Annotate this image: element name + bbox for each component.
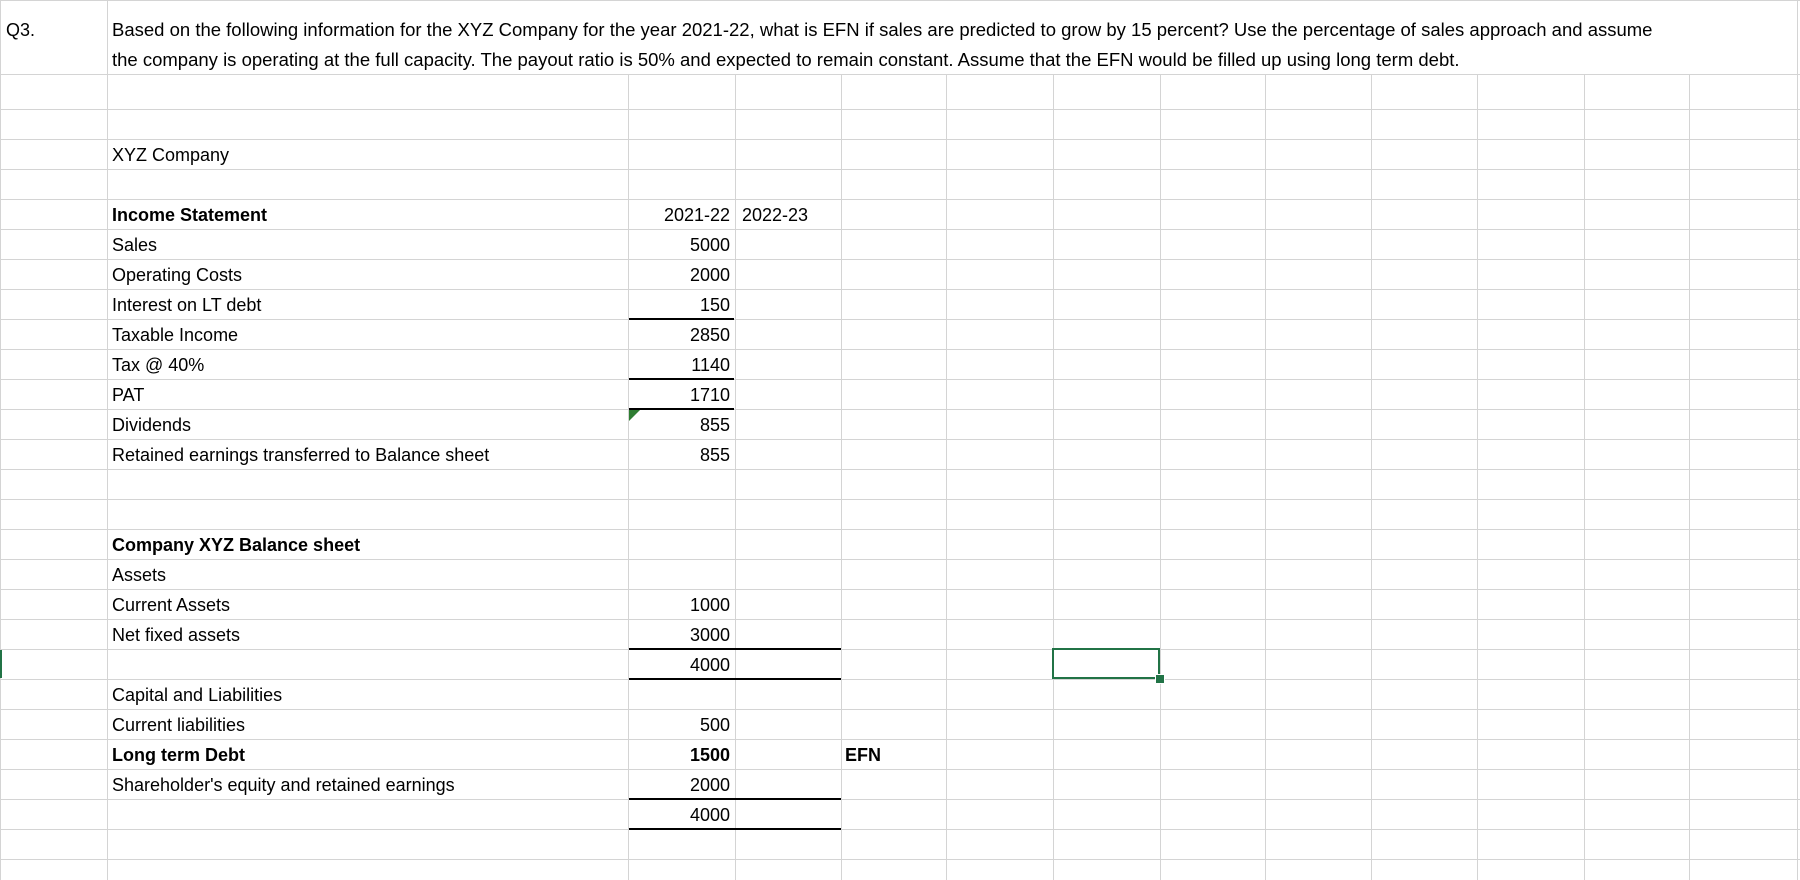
value-dividends: 855	[699, 415, 730, 435]
row-selection-marker	[0, 650, 2, 678]
row-label-equity: Shareholder's equity and retained earnin…	[112, 775, 455, 795]
value-interest: 150	[699, 295, 730, 315]
year-header-2021-22: 2021-22	[663, 205, 730, 225]
capital-liabilities-heading: Capital and Liabilities	[112, 685, 283, 705]
row-label-retained-earnings: Retained earnings transferred to Balance…	[112, 445, 490, 465]
value-current-assets: 1000	[689, 595, 730, 615]
row-label-interest: Interest on LT debt	[112, 295, 262, 315]
fill-handle[interactable]	[1155, 674, 1165, 684]
question-text-line-2: the company is operating at the full cap…	[112, 49, 1460, 70]
value-sales: 5000	[689, 235, 730, 255]
value-operating-costs: 2000	[689, 265, 730, 285]
row-label-operating-costs: Operating Costs	[112, 265, 243, 285]
row-label-dividends: Dividends	[112, 415, 192, 435]
question-number: Q3.	[6, 20, 36, 40]
error-indicator-icon[interactable]	[629, 410, 640, 421]
value-total-assets: 4000	[689, 655, 730, 675]
value-pat: 1710	[689, 385, 730, 405]
row-label-net-fixed-assets: Net fixed assets	[112, 625, 241, 645]
row-label-pat: PAT	[112, 385, 145, 405]
value-taxable-income: 2850	[689, 325, 730, 345]
value-long-term-debt: 1500	[689, 745, 730, 765]
company-name: XYZ Company	[112, 145, 230, 165]
rule-under-total-assets	[629, 678, 841, 680]
income-statement-heading: Income Statement	[112, 205, 268, 225]
value-equity: 2000	[689, 775, 730, 795]
rule-under-interest	[629, 318, 734, 320]
balance-sheet-heading: Company XYZ Balance sheet	[112, 535, 361, 555]
row-label-tax: Tax @ 40%	[112, 355, 205, 375]
rule-under-tax	[629, 378, 734, 380]
question-text-line-1: Based on the following information for t…	[112, 19, 1653, 40]
row-label-long-term-debt: Long term Debt	[112, 745, 245, 765]
rule-under-pat	[629, 408, 734, 410]
row-label-current-liabilities: Current liabilities	[112, 715, 246, 735]
row-label-sales: Sales	[112, 235, 158, 255]
value-retained-earnings: 855	[699, 445, 730, 465]
value-tax: 1140	[691, 355, 730, 375]
value-current-liabilities: 500	[699, 715, 730, 735]
rule-under-equity	[629, 798, 841, 800]
row-label-taxable-income: Taxable Income	[112, 325, 239, 345]
value-net-fixed-assets: 3000	[689, 625, 730, 645]
rule-under-total-cl	[629, 828, 841, 830]
rule-under-fixed-assets	[629, 648, 841, 650]
year-header-2022-23: 2022-23	[742, 205, 809, 225]
value-total-capital-liabilities: 4000	[689, 805, 730, 825]
efn-label: EFN	[845, 745, 881, 765]
assets-heading: Assets	[112, 565, 167, 585]
active-cell-selection[interactable]	[1052, 648, 1160, 679]
row-label-current-assets: Current Assets	[112, 595, 231, 615]
